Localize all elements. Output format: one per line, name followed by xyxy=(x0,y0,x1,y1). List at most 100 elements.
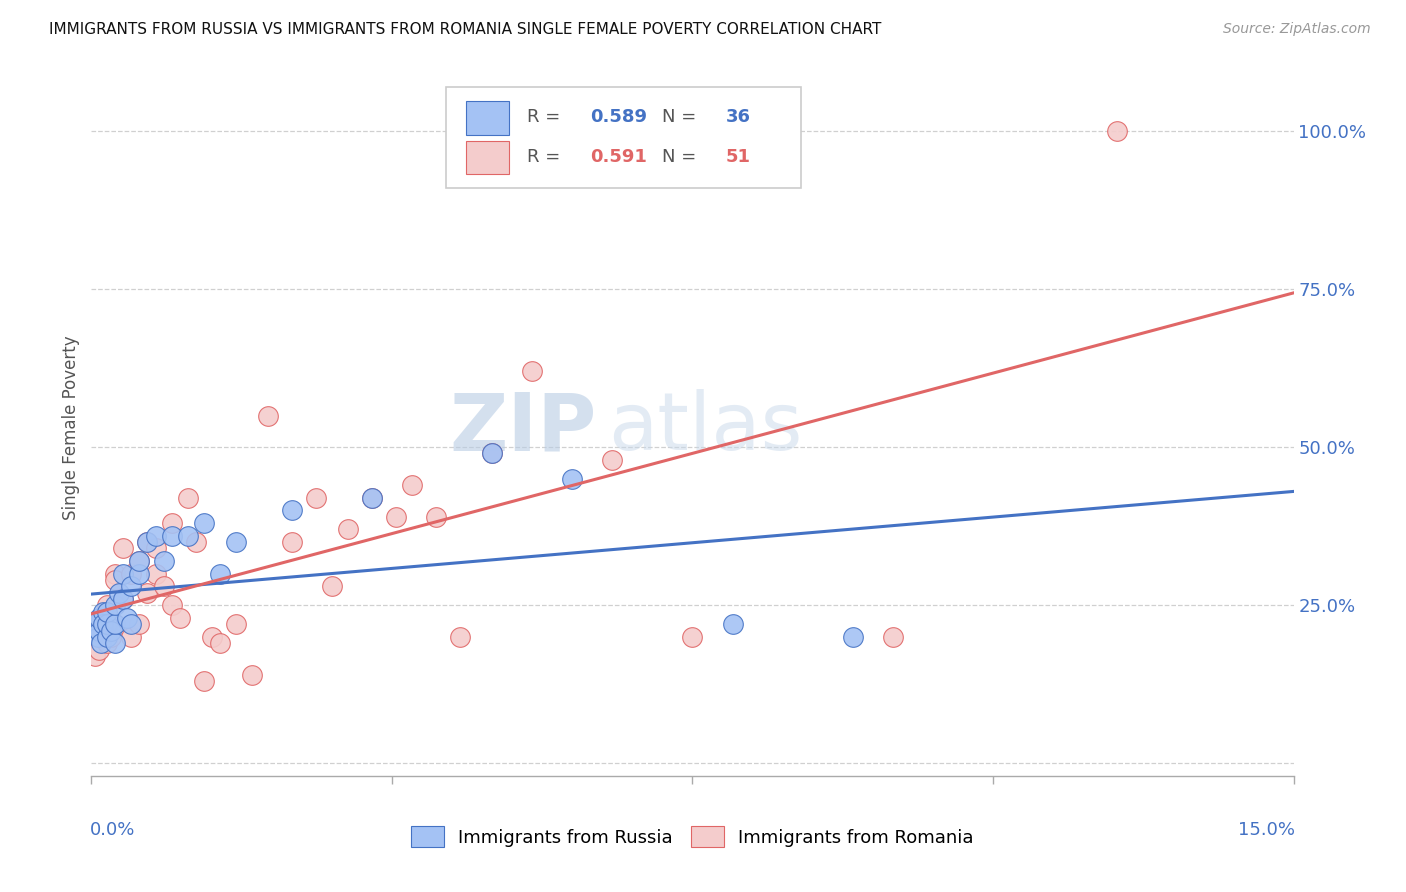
Point xyxy=(193,516,215,530)
Point xyxy=(89,611,111,625)
Point xyxy=(128,566,150,581)
Point xyxy=(321,579,343,593)
Point xyxy=(145,541,167,556)
Point xyxy=(145,566,167,581)
Point xyxy=(841,630,863,644)
Point xyxy=(225,535,247,549)
Point xyxy=(96,605,118,619)
Text: 36: 36 xyxy=(725,108,751,126)
Text: N =: N = xyxy=(662,148,703,166)
Legend: Immigrants from Russia, Immigrants from Romania: Immigrants from Russia, Immigrants from … xyxy=(412,826,973,847)
Point xyxy=(201,630,224,644)
Point xyxy=(121,566,143,581)
Point xyxy=(93,617,115,632)
Point xyxy=(84,648,107,663)
Point xyxy=(100,624,122,638)
Point xyxy=(84,617,107,632)
Point xyxy=(385,509,408,524)
Point xyxy=(87,630,110,644)
Point xyxy=(117,611,139,625)
Point xyxy=(152,554,174,568)
Point xyxy=(281,535,304,549)
Point xyxy=(152,579,174,593)
Point xyxy=(160,529,183,543)
FancyBboxPatch shape xyxy=(467,101,509,135)
Point xyxy=(193,674,215,689)
Point xyxy=(93,624,115,638)
Point xyxy=(336,522,359,536)
Point xyxy=(89,617,111,632)
Point xyxy=(121,617,143,632)
Point xyxy=(225,617,247,632)
Point xyxy=(83,617,105,632)
Point xyxy=(882,630,904,644)
Text: Source: ZipAtlas.com: Source: ZipAtlas.com xyxy=(1223,22,1371,37)
Point xyxy=(128,617,150,632)
Point xyxy=(96,630,118,644)
Text: N =: N = xyxy=(662,108,703,126)
Point xyxy=(481,446,503,460)
Point xyxy=(176,529,198,543)
Point xyxy=(90,611,112,625)
Point xyxy=(136,535,159,549)
Text: 15.0%: 15.0% xyxy=(1237,822,1295,839)
Point xyxy=(112,541,135,556)
Point xyxy=(104,636,127,650)
FancyBboxPatch shape xyxy=(446,87,800,188)
Point xyxy=(121,630,143,644)
Point xyxy=(184,535,207,549)
Point xyxy=(522,364,544,378)
Point xyxy=(112,591,135,606)
Text: R =: R = xyxy=(527,108,565,126)
Point xyxy=(425,509,447,524)
Point xyxy=(360,491,382,505)
Text: ZIP: ZIP xyxy=(449,389,596,467)
Point xyxy=(160,516,183,530)
Point xyxy=(360,491,382,505)
Point xyxy=(176,491,198,505)
Point xyxy=(256,409,278,423)
Point xyxy=(169,611,191,625)
Point xyxy=(104,617,127,632)
Point xyxy=(90,636,112,650)
Point xyxy=(602,452,624,467)
Point xyxy=(96,636,118,650)
Point xyxy=(104,573,127,587)
Point xyxy=(87,630,110,644)
Point xyxy=(104,566,127,581)
Text: IMMIGRANTS FROM RUSSIA VS IMMIGRANTS FROM ROMANIA SINGLE FEMALE POVERTY CORRELAT: IMMIGRANTS FROM RUSSIA VS IMMIGRANTS FRO… xyxy=(49,22,882,37)
FancyBboxPatch shape xyxy=(467,141,509,174)
Point xyxy=(108,585,131,599)
Point xyxy=(281,503,304,517)
Point xyxy=(145,529,167,543)
Point xyxy=(96,599,118,613)
Point xyxy=(1107,124,1129,138)
Point xyxy=(208,566,231,581)
Point xyxy=(401,478,423,492)
Text: 0.0%: 0.0% xyxy=(90,822,135,839)
Text: R =: R = xyxy=(527,148,565,166)
Point xyxy=(96,617,118,632)
Text: 0.591: 0.591 xyxy=(591,148,647,166)
Point xyxy=(160,599,183,613)
Point xyxy=(561,472,583,486)
Point xyxy=(481,446,503,460)
Point xyxy=(449,630,471,644)
Point xyxy=(121,579,143,593)
Point xyxy=(721,617,744,632)
Point xyxy=(681,630,703,644)
Point xyxy=(240,668,263,682)
Y-axis label: Single Female Poverty: Single Female Poverty xyxy=(62,336,80,520)
Point xyxy=(208,636,231,650)
Point xyxy=(112,591,135,606)
Point xyxy=(136,585,159,599)
Text: 0.589: 0.589 xyxy=(591,108,647,126)
Text: 51: 51 xyxy=(725,148,751,166)
Point xyxy=(128,554,150,568)
Point xyxy=(136,535,159,549)
Point xyxy=(112,566,135,581)
Point xyxy=(104,599,127,613)
Point xyxy=(96,617,118,632)
Point xyxy=(104,617,127,632)
Point xyxy=(93,605,115,619)
